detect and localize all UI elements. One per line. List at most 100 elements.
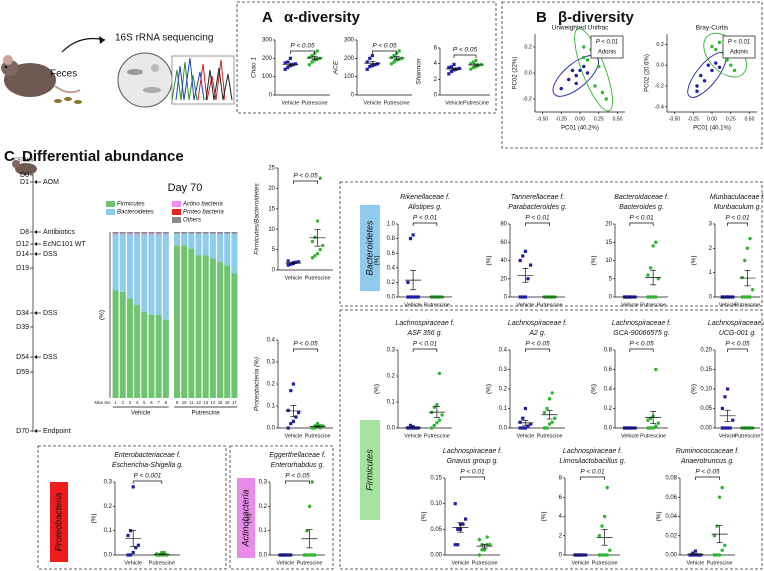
data-point <box>365 60 369 64</box>
bar-segment <box>119 232 126 234</box>
bar-segment <box>162 232 169 234</box>
data-point <box>162 550 167 555</box>
data-point <box>294 62 298 66</box>
x-tick-label: Putrescine <box>537 433 563 439</box>
x-tick-label: 4 <box>136 400 139 405</box>
x-tick-label: 0.00 <box>707 116 717 122</box>
chart-title: Unweighted Unifrac <box>552 25 609 32</box>
data-point <box>370 64 374 68</box>
y-tick-label: 0.00 <box>700 426 712 432</box>
p-value: P < 0.05 <box>372 43 397 50</box>
y-tick-label: 4 <box>559 514 563 520</box>
data-point <box>654 295 658 299</box>
panel-letter: B <box>536 9 547 26</box>
data-point <box>574 81 578 86</box>
data-point <box>597 64 601 69</box>
data-point <box>464 517 468 521</box>
x-tick-label: Vehicle <box>621 433 639 439</box>
y-axis-label: (%) <box>421 511 428 521</box>
x-tick-label: -0.50 <box>537 116 549 122</box>
chart-title: Rikenellaceae f. <box>400 194 450 201</box>
p-value: P < 0.05 <box>293 341 318 348</box>
x-tick-label: Putrescine <box>424 433 450 439</box>
y-tick-label: 0.08 <box>665 476 677 482</box>
bar-segment <box>195 232 202 234</box>
timeline-day: D19 <box>16 265 29 272</box>
bar-segment <box>162 233 169 235</box>
chart-title: Lachnospiraceae f. <box>563 448 622 455</box>
phylum-label: Bacteroidetes <box>364 220 374 276</box>
bar-segment <box>134 232 141 234</box>
data-point <box>134 546 138 550</box>
y-tick-label: 1.0 <box>387 222 396 228</box>
data-point <box>518 420 522 424</box>
y-tick-label: 0.3 <box>499 367 508 373</box>
x-tick-label: Vehicle <box>517 302 535 308</box>
y-tick-label: 0.4 <box>499 348 508 354</box>
x-tick-label: 2 <box>122 400 125 405</box>
significance-bracket <box>132 480 163 484</box>
bar-segment <box>188 232 195 234</box>
y-axis-label: ACE <box>333 60 340 75</box>
firmicutes-frame <box>339 309 763 570</box>
data-point <box>712 553 717 557</box>
timeline-event: DSS <box>43 251 58 258</box>
data-point <box>411 233 415 237</box>
data-point <box>604 97 608 101</box>
phylum-label: Actinobacteria <box>240 489 250 547</box>
chart-title: Lachnospiraceae f. <box>612 320 671 327</box>
bar-segment <box>195 233 202 256</box>
y-tick-label: 15 <box>268 206 275 212</box>
data-point <box>523 249 527 253</box>
x-tick-label: Vehicle <box>445 100 463 106</box>
workflow-arrowhead <box>99 36 105 44</box>
data-point <box>542 426 547 430</box>
data-point <box>286 426 290 430</box>
chart-title: Muribaculaceae f. <box>710 194 764 201</box>
y-tick-label: 0.1 <box>104 528 113 534</box>
bar-segment <box>119 291 126 398</box>
x-tick-label: 0.00 <box>575 116 585 122</box>
bar-segment <box>224 265 231 398</box>
data-point <box>717 40 722 45</box>
y-tick-label: 10 <box>605 258 612 264</box>
data-point <box>286 259 290 263</box>
x-tick-label: 6 <box>150 400 153 405</box>
data-point <box>302 553 307 557</box>
bar-segment <box>217 233 224 262</box>
data-point <box>582 55 586 60</box>
p-value: P < 0.05 <box>695 469 720 476</box>
y-axis-label: PC02 (22%) <box>513 57 519 90</box>
x-tick-label: Putrescine <box>149 560 175 566</box>
data-point <box>545 406 549 411</box>
y-axis-label: (%) <box>486 384 493 394</box>
data-point <box>582 45 586 49</box>
timeline-arrowhead <box>34 230 37 234</box>
data-point <box>574 73 578 78</box>
bar-segment <box>173 233 181 246</box>
data-point <box>485 543 489 547</box>
y-axis-label: (%) <box>691 384 698 394</box>
y-tick-label: 100 <box>262 74 273 80</box>
y-tick-label: 0.1 <box>499 406 508 412</box>
bar-segment <box>126 298 133 398</box>
y-tick-label: 0.00 <box>665 553 677 559</box>
x-tick-label: Putrescine <box>297 560 323 566</box>
data-point <box>291 382 295 386</box>
bar-segment <box>126 233 133 235</box>
data-point <box>449 65 453 69</box>
data-point <box>447 65 451 70</box>
phylum-label-box <box>360 205 380 291</box>
chart-title: Enterorhabdus g. <box>271 462 325 469</box>
data-point <box>597 553 602 557</box>
x-tick-label: Vehicle <box>277 560 295 566</box>
x-tick-label: -0.25 <box>688 116 700 122</box>
data-point <box>461 522 465 526</box>
bar-segment <box>162 319 169 398</box>
x-tick-label: -0.50 <box>669 116 681 122</box>
y-tick-label: 0.0 <box>387 426 396 432</box>
chart-title: Lachnospiraceae f. <box>708 320 764 327</box>
data-point <box>646 295 650 299</box>
data-point <box>406 280 410 284</box>
y-tick-label: 0.0 <box>267 426 276 432</box>
